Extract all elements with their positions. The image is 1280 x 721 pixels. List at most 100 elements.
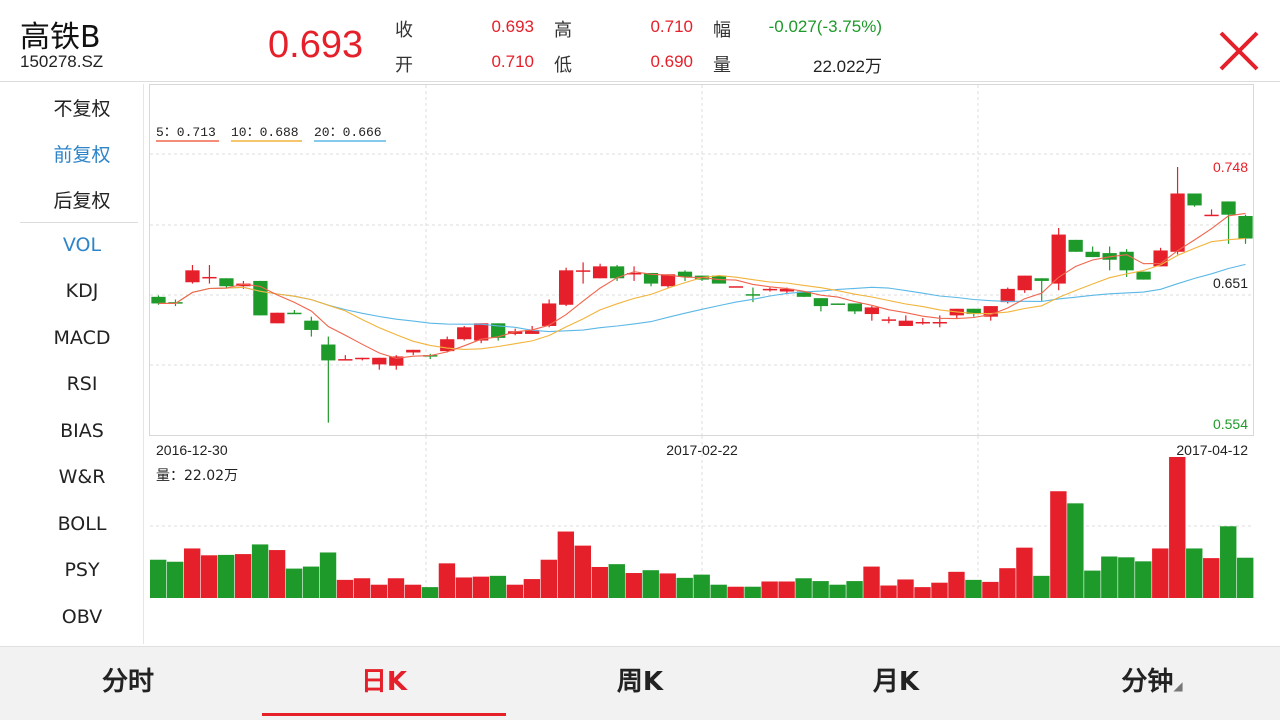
candle-body — [1017, 275, 1032, 291]
tab-weekly-k[interactable]: 周K — [616, 667, 664, 697]
tab-monthly-k[interactable]: 月K — [872, 667, 920, 697]
candle-body — [745, 294, 761, 296]
volume-bar — [965, 579, 982, 598]
candle-body — [1034, 278, 1049, 281]
volume-bar — [812, 581, 829, 598]
adjust-none[interactable]: 不复权 — [53, 98, 111, 120]
volume-bar — [166, 561, 184, 598]
volume-bar — [251, 544, 269, 598]
candle-body — [202, 276, 217, 279]
volume-bar — [1050, 491, 1067, 598]
indicator-obv[interactable]: OBV — [61, 606, 103, 628]
indicator-wr[interactable]: W&R — [58, 466, 106, 488]
volume-bar — [608, 564, 625, 598]
indicator-vol[interactable]: VOL — [62, 234, 102, 256]
candle-body — [847, 303, 862, 312]
volume-bar — [795, 578, 812, 598]
candle-body — [1136, 271, 1151, 280]
indicator-sidebar: 不复权 前复权 后复权 VOL KDJ MACD RSI BIAS W&R BO… — [0, 84, 144, 644]
candle-body — [406, 349, 421, 353]
candle-body — [830, 303, 846, 305]
volume-bar — [659, 573, 676, 598]
price-low-label: 0.554 — [1213, 416, 1248, 432]
candle-body — [1221, 201, 1236, 215]
candle-body — [440, 339, 455, 352]
volume-bar — [761, 581, 778, 598]
volume-bar — [727, 586, 744, 598]
volume-bar — [370, 584, 388, 598]
tab-intraday[interactable]: 分时 — [101, 667, 154, 697]
adjust-forward[interactable]: 前复权 — [53, 144, 111, 166]
indicator-kdj[interactable]: KDJ — [65, 280, 99, 302]
high-label: 高 — [554, 20, 572, 41]
close-label: 收 — [395, 20, 413, 41]
volume-bar — [523, 579, 541, 598]
candle-body — [1085, 251, 1100, 258]
ma5-line — [158, 212, 1246, 359]
volume-bar — [217, 554, 235, 598]
indicator-rsi[interactable]: RSI — [66, 373, 98, 395]
volume-bar — [1220, 526, 1237, 598]
candle-body — [609, 266, 625, 279]
high-value: 0.710 — [650, 17, 693, 36]
indicator-boll[interactable]: BOLL — [57, 513, 107, 535]
candle-body — [389, 356, 404, 366]
candle-body — [253, 280, 268, 316]
volume-bar — [1016, 547, 1033, 598]
volume-bar — [914, 587, 931, 598]
volume-bar — [506, 584, 524, 598]
volume-bar — [1186, 548, 1203, 598]
close-button[interactable] — [1214, 26, 1264, 76]
indicator-macd[interactable]: MACD — [53, 327, 111, 349]
stock-code: 150278.SZ — [20, 52, 104, 71]
candle-body — [898, 320, 913, 326]
tab-minute[interactable]: 分钟◢ — [1024, 647, 1280, 717]
change-label: 幅 — [713, 20, 731, 41]
volume-bar — [1152, 548, 1169, 598]
volume-bar — [387, 578, 405, 598]
candle-body — [1051, 234, 1066, 284]
date-label-end: 2017-04-12 — [1176, 442, 1248, 458]
volume-label: 量 — [713, 55, 731, 76]
volume-bar — [234, 554, 252, 598]
volume-bar — [1135, 561, 1152, 598]
volume-bar — [642, 570, 659, 598]
ma20-line — [158, 263, 1246, 333]
volume-bar — [1237, 557, 1254, 598]
volume-bar — [897, 579, 914, 598]
candle-body — [966, 308, 981, 315]
candle-body — [626, 272, 642, 275]
candle-body — [660, 274, 676, 287]
candle-body — [372, 357, 387, 365]
tab-daily-k[interactable]: 日K — [360, 667, 408, 697]
close-value: 0.693 — [491, 17, 534, 36]
volume-bar — [880, 585, 897, 598]
date-label-mid: 2017-02-22 — [666, 442, 738, 458]
volume-bar — [1169, 457, 1186, 598]
ma-legend: 5：0.713 10：0.688 20：0.666 — [156, 125, 386, 142]
candle-body — [474, 323, 489, 341]
volume-bar — [540, 559, 558, 598]
current-price: 0.693 — [268, 24, 364, 66]
candle-body — [287, 312, 302, 315]
indicator-psy[interactable]: PSY — [64, 559, 100, 581]
tab-minute-label: 分钟 — [1121, 667, 1174, 697]
candle-body — [728, 286, 744, 288]
indicator-bias[interactable]: BIAS — [60, 420, 104, 442]
candle-body — [881, 319, 896, 321]
volume-bars — [150, 457, 1254, 598]
volume-bar — [829, 584, 846, 598]
volume-bar — [268, 550, 286, 598]
volume-bar — [336, 579, 354, 598]
period-tab-bar: 分时 日K 周K 月K 分钟◢ — [0, 646, 1280, 720]
candle-body — [762, 288, 778, 291]
kline-chart[interactable]: 5：0.713 10：0.688 20：0.666 0.748 0.651 0.… — [149, 84, 1255, 600]
volume-bar — [676, 577, 693, 598]
adjust-backward[interactable]: 后复权 — [53, 190, 111, 212]
volume-bar — [710, 584, 727, 598]
candle-body — [151, 296, 166, 304]
candle-body — [304, 320, 319, 330]
volume-bar — [1101, 556, 1118, 598]
active-tab-indicator — [262, 713, 506, 716]
candle-body — [779, 288, 795, 292]
